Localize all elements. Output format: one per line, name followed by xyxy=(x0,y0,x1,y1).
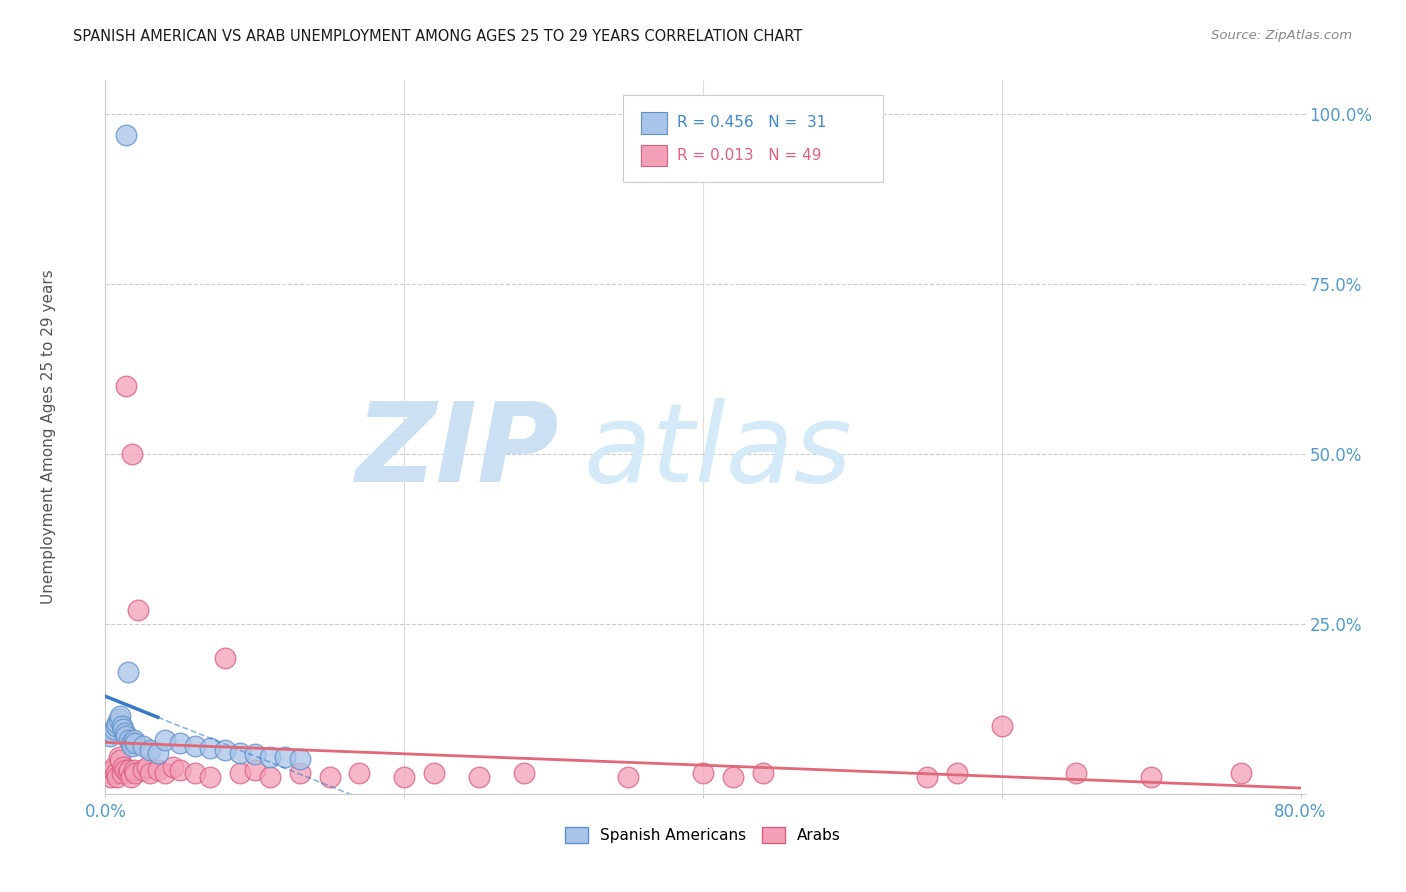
Point xyxy=(124,736,146,750)
Point xyxy=(101,725,124,739)
Point xyxy=(118,732,141,747)
Point xyxy=(146,763,169,777)
Point xyxy=(946,766,969,780)
Point xyxy=(349,766,371,780)
Point xyxy=(121,447,143,461)
Point xyxy=(110,753,132,767)
Point xyxy=(155,732,177,747)
Point xyxy=(112,723,135,737)
Point xyxy=(104,719,127,733)
Point xyxy=(1066,766,1088,780)
Bar xyxy=(641,145,668,166)
Point xyxy=(169,736,191,750)
Point xyxy=(103,723,125,737)
Point xyxy=(107,715,129,730)
Point xyxy=(990,719,1012,733)
Point xyxy=(1140,770,1163,784)
Point xyxy=(110,708,132,723)
Point xyxy=(229,746,252,760)
Point xyxy=(198,740,221,755)
Point xyxy=(1229,766,1253,780)
Point xyxy=(104,766,127,780)
Text: Unemployment Among Ages 25 to 29 years: Unemployment Among Ages 25 to 29 years xyxy=(41,269,56,605)
Point xyxy=(103,760,125,774)
Point xyxy=(132,739,155,754)
Point xyxy=(243,747,266,762)
Point xyxy=(121,739,143,754)
Point xyxy=(288,751,311,765)
Point xyxy=(468,770,491,784)
Point xyxy=(214,651,236,665)
Point xyxy=(118,763,141,777)
Point xyxy=(132,763,155,777)
Point xyxy=(273,749,295,764)
Legend: Spanish Americans, Arabs: Spanish Americans, Arabs xyxy=(560,821,846,849)
Point xyxy=(112,760,135,774)
Point xyxy=(114,763,136,777)
Point xyxy=(114,725,136,739)
Point xyxy=(394,770,416,784)
Point xyxy=(184,766,207,780)
Point xyxy=(915,770,938,784)
Text: SPANISH AMERICAN VS ARAB UNEMPLOYMENT AMONG AGES 25 TO 29 YEARS CORRELATION CHAR: SPANISH AMERICAN VS ARAB UNEMPLOYMENT AM… xyxy=(73,29,803,44)
Point xyxy=(184,739,207,754)
Point xyxy=(169,763,191,777)
Point xyxy=(155,766,177,780)
Point xyxy=(108,712,131,726)
Point xyxy=(100,770,122,784)
Text: R = 0.013   N = 49: R = 0.013 N = 49 xyxy=(676,148,821,162)
Point xyxy=(117,766,139,780)
Point xyxy=(139,766,162,780)
FancyBboxPatch shape xyxy=(623,95,883,182)
Text: R = 0.456   N =  31: R = 0.456 N = 31 xyxy=(676,115,827,130)
Point xyxy=(259,749,281,764)
Point xyxy=(98,729,121,743)
Text: atlas: atlas xyxy=(583,398,852,505)
Point xyxy=(692,766,714,780)
Point xyxy=(115,379,138,393)
Point xyxy=(120,736,142,750)
Point xyxy=(124,766,146,780)
Point xyxy=(751,766,773,780)
Point xyxy=(107,770,129,784)
Point xyxy=(229,766,252,780)
Point xyxy=(111,719,134,733)
Point xyxy=(120,770,142,784)
Point xyxy=(136,760,159,774)
Point xyxy=(117,665,139,679)
Point xyxy=(243,763,266,777)
Point xyxy=(101,763,124,777)
Point xyxy=(122,763,145,777)
Point xyxy=(617,770,640,784)
Text: ZIP: ZIP xyxy=(356,398,560,505)
Point xyxy=(139,742,162,756)
Point xyxy=(146,746,169,760)
Bar xyxy=(641,112,668,134)
Point xyxy=(162,760,184,774)
Point xyxy=(127,603,149,617)
Point xyxy=(318,770,340,784)
Point xyxy=(513,766,536,780)
Point xyxy=(108,749,131,764)
Point xyxy=(721,770,744,784)
Point xyxy=(214,742,236,756)
Point xyxy=(115,128,138,142)
Point xyxy=(423,766,446,780)
Point xyxy=(259,770,281,784)
Point xyxy=(111,766,134,780)
Point xyxy=(198,770,221,784)
Point xyxy=(115,729,138,743)
Point xyxy=(98,766,121,780)
Text: Source: ZipAtlas.com: Source: ZipAtlas.com xyxy=(1212,29,1353,42)
Point xyxy=(288,766,311,780)
Point xyxy=(122,732,145,747)
